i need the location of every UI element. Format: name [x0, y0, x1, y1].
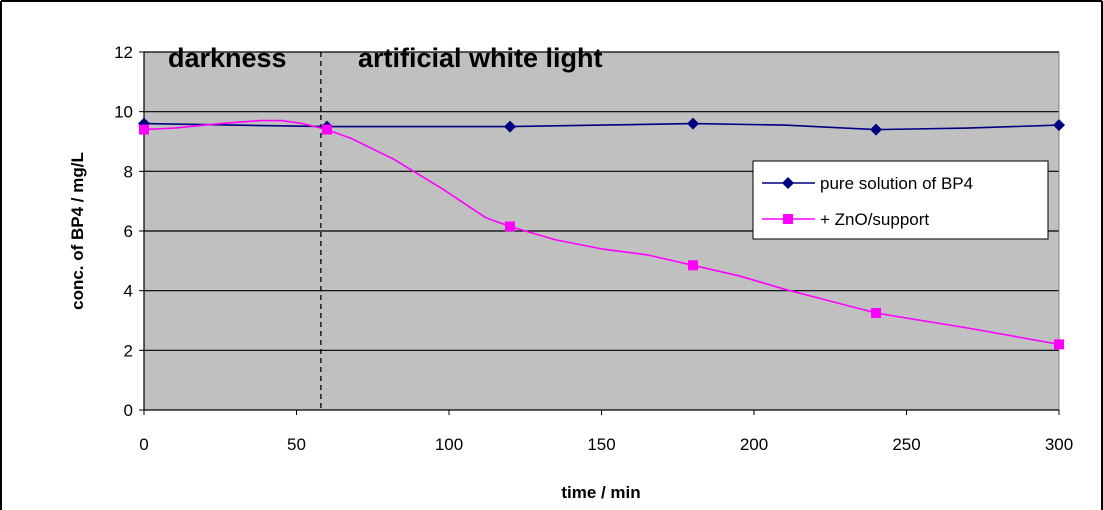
y-tick-label-0: 0 [124, 401, 133, 420]
x-tick-label-250: 250 [892, 435, 920, 454]
point-pure-solution-120 [504, 120, 516, 133]
point-pure-solution-240 [870, 123, 882, 136]
point-zno-support-0 [139, 124, 149, 135]
point-pure-solution-180 [687, 117, 699, 130]
x-tick-label-150: 150 [587, 435, 615, 454]
legend-label-zno: + ZnO/support [820, 210, 929, 229]
x-tick-label-300: 300 [1045, 435, 1073, 454]
y-axis-title: conc. of BP4 / mg/L [68, 152, 87, 310]
legend-marker-square [783, 214, 793, 224]
y-tick-label-2: 2 [124, 341, 133, 360]
point-zno-support-60 [322, 124, 332, 135]
legend-marker-diamond [782, 177, 794, 189]
legend-box [752, 160, 1049, 240]
point-zno-support-300 [1054, 339, 1064, 350]
legend: pure solution of BP4 + ZnO/support [752, 160, 1049, 240]
y-tick-label-8: 8 [124, 162, 133, 181]
x-tick-label-200: 200 [740, 435, 768, 454]
y-tick-label-6: 6 [124, 222, 133, 241]
series-line-zno-support [143, 119, 1060, 346]
series-line-pure-solution [143, 122, 1060, 131]
axes [139, 51, 1060, 415]
x-tick-label-50: 50 [287, 435, 306, 454]
point-zno-support-120 [505, 221, 515, 232]
y-tick-label-10: 10 [114, 103, 133, 122]
y-tick-label-4: 4 [124, 282, 133, 301]
point-pure-solution-300 [1053, 119, 1065, 132]
x-tick-label-0: 0 [139, 435, 148, 454]
darkness-label: darkness [168, 43, 287, 73]
x-axis-title: time / min [561, 483, 640, 502]
light-label: artificial white light [358, 43, 603, 73]
y-tick-label-12: 12 [114, 43, 133, 62]
point-pure-solution-0 [138, 117, 150, 130]
tick-labels: 0 2 4 6 8 10 12 0 50 100 150 200 250 300 [114, 43, 1073, 454]
point-zno-support-180 [688, 260, 698, 271]
point-zno-support-240 [871, 308, 881, 319]
x-tick-label-100: 100 [435, 435, 463, 454]
series-layer [138, 117, 1065, 350]
legend-label-pure: pure solution of BP4 [820, 174, 973, 193]
